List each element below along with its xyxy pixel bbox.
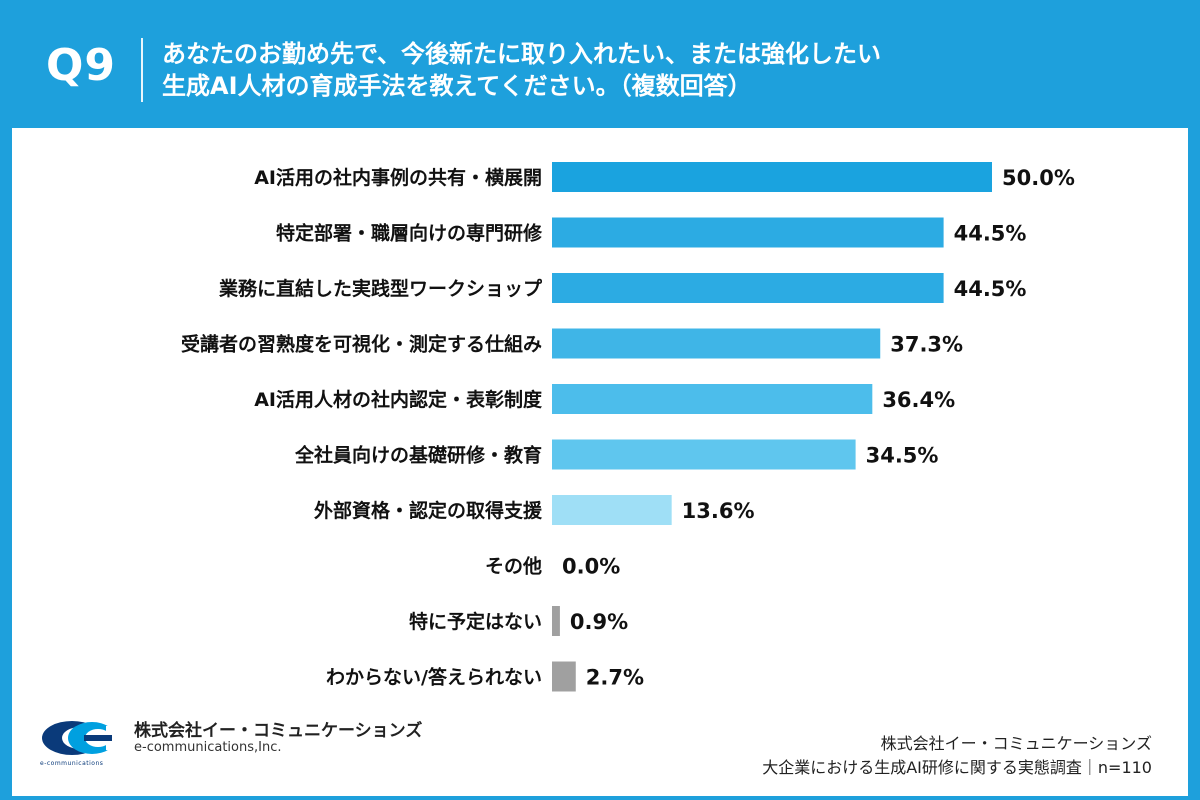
source-survey: 大企業における生成AI研修に関する実態調査｜n=110 <box>762 758 1152 777</box>
bar <box>552 328 881 359</box>
header-divider <box>141 38 143 102</box>
source-note: 株式会社イー・コミュニケーションズ 大企業における生成AI研修に関する実態調査｜… <box>762 732 1152 780</box>
bar <box>552 495 672 525</box>
header: Q9 あなたのお勤め先で、今後新たに取り入れたい、または強化したい 生成AI人材… <box>0 0 1200 128</box>
category-label: 全社員向けの基礎研修・教育 <box>294 444 542 467</box>
bar <box>552 439 856 470</box>
company-logo: 株式会社イー・コミュニケーションズ e-communications,Inc. … <box>40 716 422 776</box>
value-label: 13.6% <box>682 499 755 523</box>
value-label: 36.4% <box>882 388 955 412</box>
logo-tiny-text: e-communications <box>40 760 104 767</box>
value-label: 44.5% <box>954 277 1027 301</box>
category-label: 受講者の習熟度を可視化・測定する仕組み <box>181 333 542 356</box>
value-label: 37.3% <box>890 333 963 357</box>
category-label: AI活用人材の社内認定・表彰制度 <box>254 388 543 411</box>
category-label: 特に予定はない <box>409 610 542 633</box>
value-label: 2.7% <box>586 666 644 690</box>
category-label: わからない/答えられない <box>326 666 542 689</box>
bar <box>552 273 944 303</box>
bar <box>552 384 873 414</box>
logo-company-sub: e-communications,Inc. <box>134 740 282 755</box>
value-label: 0.9% <box>570 610 628 634</box>
logo-company-name: 株式会社イー・コミュニケーションズ <box>134 721 423 741</box>
category-label: 外部資格・認定の取得支援 <box>314 499 543 522</box>
question-title-line2: 生成AI人材の育成手法を教えてください。（複数回答） <box>162 72 752 100</box>
chart-panel: AI活用の社内事例の共有・横展開 50.0% 特定部署・職層向けの専門研修 44.5%… <box>12 128 1188 796</box>
bar <box>552 217 944 248</box>
value-label: 50.0% <box>1002 166 1075 190</box>
bar <box>552 162 992 192</box>
bar <box>552 661 576 692</box>
category-label: 特定部署・職層向けの専門研修 <box>276 222 543 245</box>
bar-chart: AI活用の社内事例の共有・横展開 50.0% 特定部署・職層向けの専門研修 44.5%… <box>181 162 1075 692</box>
question-number: Q9 <box>46 40 117 91</box>
category-label: AI活用の社内事例の共有・横展開 <box>254 166 542 189</box>
source-company: 株式会社イー・コミュニケーションズ <box>880 734 1152 753</box>
value-label: 0.0% <box>562 555 620 579</box>
value-label: 44.5% <box>954 222 1027 246</box>
value-label: 34.5% <box>866 444 939 468</box>
question-title-line1: あなたのお勤め先で、今後新たに取り入れたい、または強化したい <box>162 40 882 68</box>
logo-mark-icon <box>42 721 128 755</box>
question-title: あなたのお勤め先で、今後新たに取り入れたい、または強化したい 生成AI人材の育成… <box>162 38 1162 102</box>
category-label: 業務に直結した実践型ワークショップ <box>218 277 543 300</box>
bar <box>552 606 560 636</box>
category-label: その他 <box>485 555 542 578</box>
